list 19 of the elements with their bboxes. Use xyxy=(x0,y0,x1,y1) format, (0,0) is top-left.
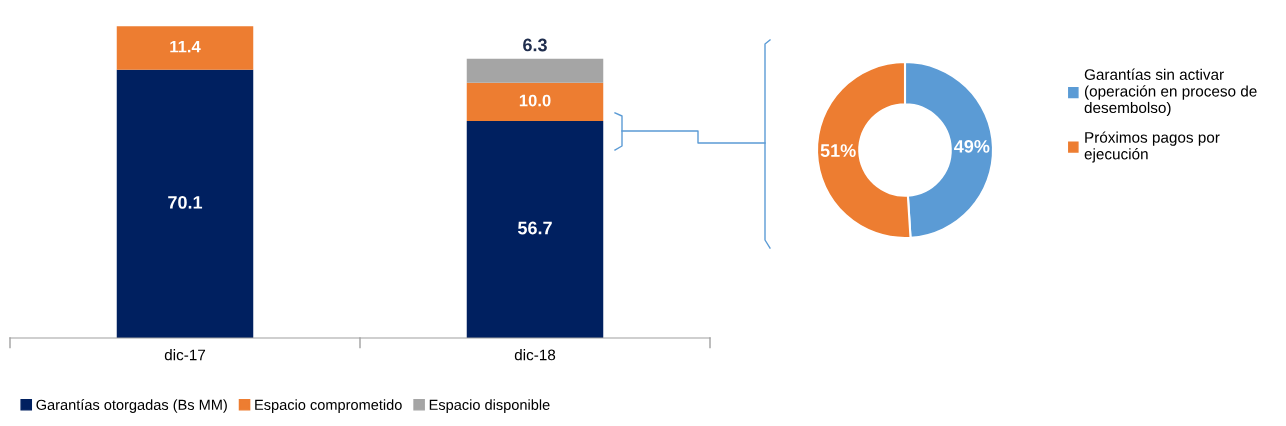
x-tick-label: dic-18 xyxy=(514,349,556,361)
legend-label: Garantías sin activar (operación en proceso de desembolso) xyxy=(1084,68,1257,117)
data-label: 56.7 xyxy=(517,221,552,235)
data-label: 49% xyxy=(954,139,990,153)
legend-label: Garantías otorgadas (Bs MM) xyxy=(36,399,227,413)
bar xyxy=(466,58,604,83)
bar xyxy=(466,121,604,338)
data-label: 6.3 xyxy=(523,38,547,52)
data-label: 70.1 xyxy=(168,195,203,209)
data-label: 11.4 xyxy=(170,40,201,53)
data-label: 51% xyxy=(820,144,856,157)
bar xyxy=(116,69,254,338)
legend-label: Espacio comprometido xyxy=(255,399,402,413)
bar xyxy=(466,82,604,122)
legend-label: Espacio disponible xyxy=(429,399,550,413)
bar xyxy=(116,26,254,70)
x-tick-label: dic-17 xyxy=(164,349,206,361)
data-label: 10.0 xyxy=(519,94,551,107)
legend-label: Próximos pagos por ejecución xyxy=(1084,131,1220,163)
